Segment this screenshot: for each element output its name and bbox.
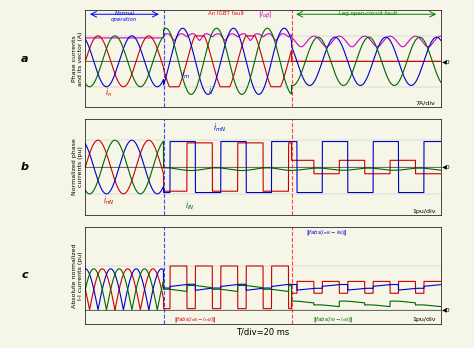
Text: $i_{nN}$: $i_{nN}$ xyxy=(103,194,115,207)
Text: An IGBT fault: An IGBT fault xyxy=(208,11,244,16)
Text: 1pu/div: 1pu/div xyxy=(412,317,436,322)
Text: $\|fabs(i_{mN}-i_{lN})\|$: $\|fabs(i_{mN}-i_{lN})\|$ xyxy=(306,228,347,237)
Text: $i_{mN}$: $i_{mN}$ xyxy=(213,122,227,134)
Text: $i_n$: $i_n$ xyxy=(105,87,112,99)
Text: $i_{lN}$: $i_{lN}$ xyxy=(185,200,194,212)
Y-axis label: Phase currents
and its vector (A): Phase currents and its vector (A) xyxy=(72,32,82,86)
Text: ◀0: ◀0 xyxy=(441,307,450,313)
Text: $\|fabs(i_{nN}-i_{mN})\|$: $\|fabs(i_{nN}-i_{mN})\|$ xyxy=(174,315,217,324)
Text: a: a xyxy=(21,54,28,64)
Text: Leg open-circuit fault: Leg open-circuit fault xyxy=(339,11,397,16)
Text: 7A/div: 7A/div xyxy=(416,101,436,106)
Text: $\|fabs(i_{lN}-i_{nN})\|$: $\|fabs(i_{lN}-i_{nN})\|$ xyxy=(313,315,353,324)
Text: $i_m$: $i_m$ xyxy=(181,69,190,81)
Text: Normal
operation: Normal operation xyxy=(111,11,137,22)
Text: $i_l$: $i_l$ xyxy=(208,84,214,97)
Text: 1pu/div: 1pu/div xyxy=(412,209,436,214)
Text: $|i_{\alpha\beta}|$: $|i_{\alpha\beta}|$ xyxy=(258,10,272,21)
X-axis label: T/div=20 ms: T/div=20 ms xyxy=(237,328,290,337)
Text: ◀0: ◀0 xyxy=(441,59,450,64)
Y-axis label: Normalized phase
currents (pu): Normalized phase currents (pu) xyxy=(72,139,82,196)
Text: c: c xyxy=(22,270,28,280)
Text: b: b xyxy=(21,162,29,172)
Text: ◀0: ◀0 xyxy=(441,165,450,169)
Y-axis label: Absolute normalized
l-l currents (pu): Absolute normalized l-l currents (pu) xyxy=(72,243,82,308)
